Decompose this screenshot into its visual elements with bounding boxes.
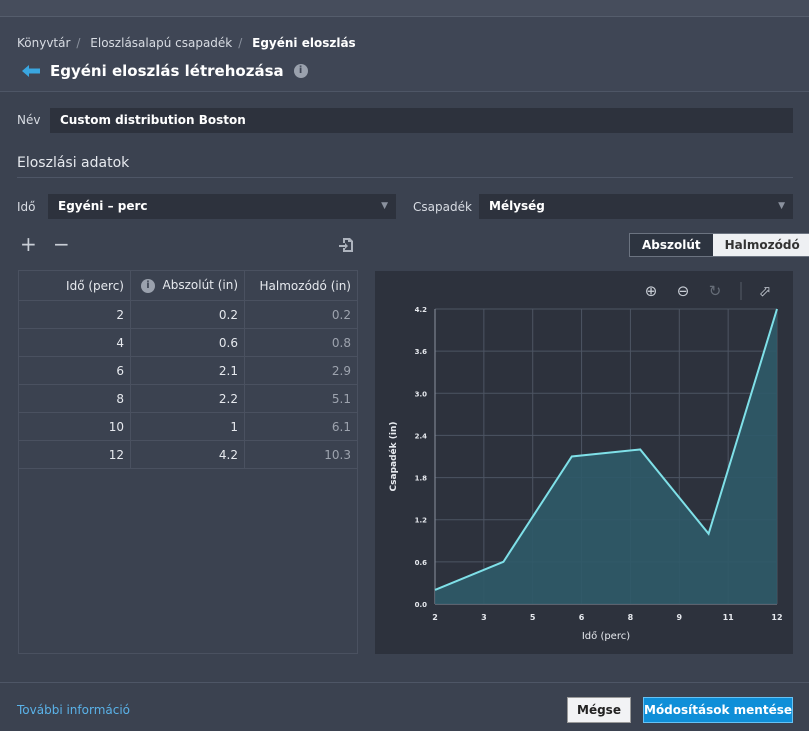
x-tick-label: 8 xyxy=(628,613,634,622)
info-icon[interactable]: i xyxy=(141,279,155,293)
name-input[interactable]: Custom distribution Boston xyxy=(50,108,793,133)
cancel-button[interactable]: Mégse xyxy=(567,697,631,723)
table-row[interactable]: 4 0.6 0.8 xyxy=(18,328,358,357)
mode-toggle: Abszolút Halmozódó xyxy=(629,233,809,257)
top-bar xyxy=(0,0,809,17)
cell-cumulative: 10.3 xyxy=(244,440,358,469)
cell-cumulative: 6.1 xyxy=(244,412,358,441)
x-tick-label: 3 xyxy=(481,613,487,622)
toggle-cumulative[interactable]: Halmozódó xyxy=(712,234,809,256)
col-time: Idő (perc) xyxy=(18,270,131,301)
table-row[interactable]: 10 1 6.1 xyxy=(18,412,358,441)
y-tick-label: 2.4 xyxy=(415,432,428,440)
breadcrumb-library[interactable]: Könyvtár xyxy=(17,36,71,50)
import-icon[interactable] xyxy=(338,237,354,253)
cell-cumulative: 2.9 xyxy=(244,356,358,385)
time-select-value: Egyéni – perc xyxy=(58,199,148,213)
cell-cumulative: 0.8 xyxy=(244,328,358,357)
y-tick-label: 4.2 xyxy=(415,306,428,314)
remove-row-icon[interactable]: − xyxy=(53,232,70,256)
cell-absolute[interactable]: 2.1 xyxy=(130,356,245,385)
precip-select-value: Mélység xyxy=(489,199,545,213)
y-tick-label: 0.0 xyxy=(415,601,428,609)
time-label: Idő xyxy=(17,200,36,214)
cell-time[interactable]: 10 xyxy=(18,412,131,441)
chevron-down-icon: ▼ xyxy=(381,201,388,211)
x-axis-label: Idő (perc) xyxy=(582,630,630,642)
zoom-out-icon[interactable]: ⊖ xyxy=(677,282,690,300)
page-title: Egyéni eloszlás létrehozása xyxy=(50,62,284,80)
y-tick-label: 1.8 xyxy=(415,475,428,483)
area-fill xyxy=(435,309,777,604)
table-row[interactable]: 2 0.2 0.2 xyxy=(18,300,358,329)
cell-absolute[interactable]: 1 xyxy=(130,412,245,441)
cell-absolute[interactable]: 0.6 xyxy=(130,328,245,357)
breadcrumb-current: Egyéni eloszlás xyxy=(252,36,356,50)
table-row[interactable]: 8 2.2 5.1 xyxy=(18,384,358,413)
col-cumulative: Halmozódó (in) xyxy=(244,270,358,301)
reset-zoom-icon: ↻ xyxy=(709,282,722,300)
cell-time[interactable]: 12 xyxy=(18,440,131,469)
add-row-icon[interactable]: + xyxy=(20,232,37,256)
cell-absolute[interactable]: 2.2 xyxy=(130,384,245,413)
table-header: Idő (perc) i Abszolút (in) Halmozódó (in) xyxy=(18,270,358,301)
x-tick-label: 2 xyxy=(432,613,438,622)
expand-icon[interactable]: ⬀ xyxy=(759,282,772,300)
y-tick-label: 3.6 xyxy=(415,348,428,356)
y-tick-label: 3.0 xyxy=(415,390,428,398)
cell-cumulative: 5.1 xyxy=(244,384,358,413)
x-tick-label: 12 xyxy=(771,613,782,622)
breadcrumb-distribution[interactable]: Eloszlásalapú csapadék xyxy=(90,36,233,50)
more-info-link[interactable]: További információ xyxy=(17,703,131,717)
series-line xyxy=(434,308,778,591)
chevron-down-icon: ▼ xyxy=(778,201,785,211)
divider xyxy=(17,177,793,178)
cell-time[interactable]: 2 xyxy=(18,300,131,329)
breadcrumb: Könyvtár / Eloszlásalapú csapadék / Egyéni… xyxy=(17,36,356,50)
chart: ⊕ ⊖ ↻ ⬀ 2 3 5 6 8 9 11 12 0.0 0.6 1.2 1.8 2.4 3.0 3.6 4.2 Id… xyxy=(388,282,783,642)
col-absolute-label: Abszolút (in) xyxy=(162,278,238,292)
precip-label: Csapadék xyxy=(413,200,472,214)
precip-select[interactable]: Mélység ▼ xyxy=(479,194,793,219)
y-axis-label: Csapadék (in) xyxy=(388,422,399,492)
cell-time[interactable]: 8 xyxy=(18,384,131,413)
table-row[interactable]: 12 4.2 10.3 xyxy=(18,440,358,469)
section-title: Eloszlási adatok xyxy=(17,155,130,171)
footer: További információ Mégse Módosítások men… xyxy=(0,682,809,731)
zoom-in-icon[interactable]: ⊕ xyxy=(645,282,658,300)
header: Könyvtár / Eloszlásalapú csapadék / Egyéni… xyxy=(0,17,809,92)
info-icon[interactable]: i xyxy=(293,64,308,78)
x-tick-label: 9 xyxy=(676,613,682,622)
save-button[interactable]: Módosítások mentése xyxy=(643,697,793,723)
chart-panel: ⊕ ⊖ ↻ ⬀ 2 3 5 6 8 9 11 12 0.0 0.6 1.2 1.8 2.4 3.0 3.6 4.2 Id… xyxy=(375,271,793,654)
cell-absolute[interactable]: 4.2 xyxy=(130,440,245,469)
y-tick-label: 0.6 xyxy=(415,559,428,567)
cell-absolute[interactable]: 0.2 xyxy=(130,300,245,329)
x-tick-label: 11 xyxy=(723,613,735,622)
back-arrow-icon[interactable] xyxy=(22,65,40,77)
table-row[interactable]: 6 2.1 2.9 xyxy=(18,356,358,385)
col-absolute: i Abszolút (in) xyxy=(130,270,245,301)
y-tick-label: 1.2 xyxy=(415,517,428,525)
data-table: Idő (perc) i Abszolút (in) Halmozódó (in)… xyxy=(18,270,358,469)
time-select[interactable]: Egyéni – perc ▼ xyxy=(48,194,396,219)
x-tick-label: 5 xyxy=(530,613,536,622)
cell-time[interactable]: 4 xyxy=(18,328,131,357)
cell-time[interactable]: 6 xyxy=(18,356,131,385)
name-label: Név xyxy=(17,113,41,127)
x-tick-label: 6 xyxy=(579,613,585,622)
toggle-absolute[interactable]: Abszolút xyxy=(630,234,713,256)
cell-cumulative: 0.2 xyxy=(244,300,358,329)
